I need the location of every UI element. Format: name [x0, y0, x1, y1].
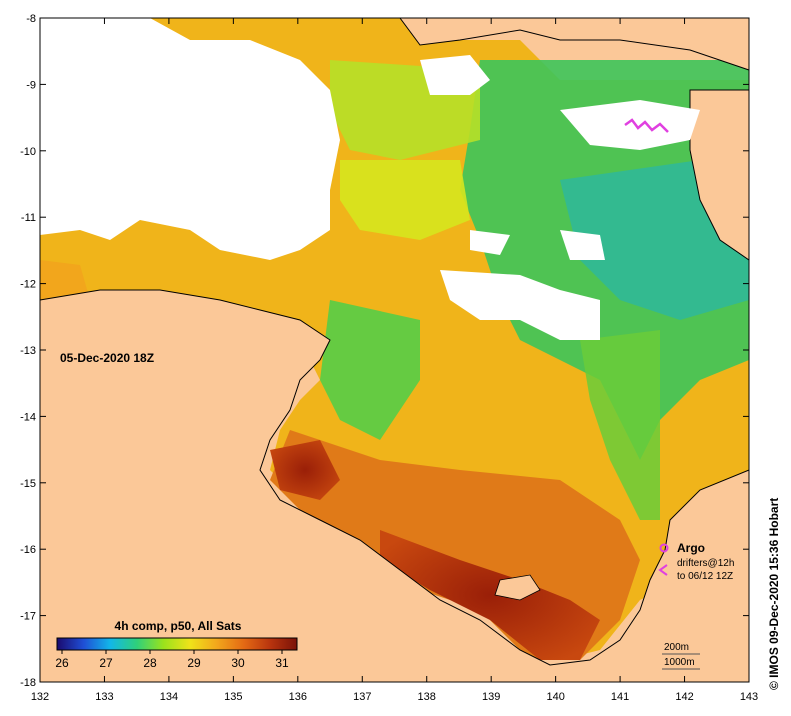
y-tick-label: -12 — [20, 279, 36, 291]
legend: Argo drifters@12h to 06/12 12Z — [658, 541, 734, 582]
drifter-tracks — [624, 118, 669, 133]
drifters-range: to 06/12 12Z — [677, 571, 733, 582]
sst-yellow-mid — [340, 160, 470, 240]
cape-york-land — [39, 289, 750, 683]
x-tick-label: 134 — [160, 691, 178, 703]
y-tick-label: -8 — [26, 13, 36, 25]
sst-green-southeast — [580, 330, 660, 520]
cloud-patch-2 — [560, 230, 605, 260]
x-axis: 132 133 134 135 136 137 138 139 140 141 142 143 — [31, 18, 758, 703]
colorbar-title: 4h comp, p50, All Sats — [115, 619, 242, 633]
x-tick-label: 138 — [418, 691, 436, 703]
sst-west-patch — [40, 260, 90, 300]
sst-hot-west — [270, 440, 340, 500]
cloud-cover — [40, 18, 700, 340]
argo-label: Argo — [677, 541, 705, 555]
y-tick-label: -10 — [20, 146, 36, 158]
y-tick-label: -13 — [20, 345, 36, 357]
cloud-patch — [470, 230, 510, 255]
drifters-label: drifters@12h — [677, 558, 734, 569]
argo-symbol-icon — [659, 543, 669, 553]
colorbar-tick-label: 28 — [143, 656, 157, 670]
x-tick-label: 136 — [289, 691, 307, 703]
colorbar-bar — [56, 637, 298, 651]
colorbar-tick-label: 30 — [231, 656, 245, 670]
y-tick-label: -18 — [20, 677, 36, 689]
x-tick-label: 132 — [31, 691, 49, 703]
colorbar-labels: 26 27 28 29 30 31 — [55, 650, 289, 670]
sst-hot-south — [380, 530, 600, 660]
depth-1000m: 1000m — [664, 657, 695, 668]
x-tick-label: 142 — [675, 691, 693, 703]
x-tick-label: 140 — [546, 691, 564, 703]
timestamp-label: 05-Dec-2020 18Z — [60, 351, 154, 365]
cloud-northwest — [40, 18, 340, 260]
y-tick-label: -16 — [20, 544, 36, 556]
depth-legend: 200m 1000m — [662, 642, 700, 670]
cloud-east — [560, 100, 700, 150]
x-tick-label: 139 — [482, 691, 500, 703]
island-south — [494, 574, 541, 601]
y-tick-label: -9 — [26, 79, 36, 91]
colorbar-tick-label: 27 — [99, 656, 113, 670]
y-tick-label: -14 — [20, 411, 36, 423]
credit-label: © IMOS 09-Dec-2020 15:36 Hobart — [767, 498, 781, 690]
x-tick-label: 141 — [611, 691, 629, 703]
drifter-track — [624, 118, 669, 133]
land-masses — [39, 17, 750, 683]
x-tick-label: 143 — [740, 691, 758, 703]
y-axis: -8 -9 -10 -11 -12 -13 -14 -15 -16 -17 -18 — [20, 13, 749, 689]
cloud-north — [420, 55, 490, 95]
colorbar: 4h comp, p50, All Sats 26 27 28 29 30 31 — [55, 619, 298, 670]
x-tick-label: 137 — [353, 691, 371, 703]
depth-200m: 200m — [664, 642, 689, 653]
drifter-symbol-icon — [658, 564, 668, 576]
colorbar-tick-label: 26 — [55, 656, 69, 670]
x-tick-label: 135 — [224, 691, 242, 703]
colorbar-tick-label: 29 — [187, 656, 201, 670]
colorbar-tick-label: 31 — [275, 656, 289, 670]
sst-green-west — [320, 300, 420, 440]
y-tick-label: -11 — [21, 212, 36, 224]
y-tick-label: -15 — [20, 478, 36, 490]
y-tick-label: -17 — [20, 611, 36, 623]
x-tick-label: 133 — [95, 691, 113, 703]
cloud-central — [440, 270, 600, 340]
